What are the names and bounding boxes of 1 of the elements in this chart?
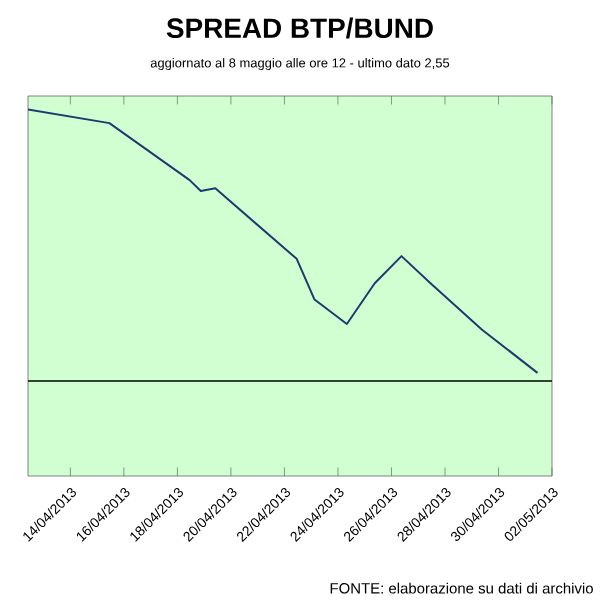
- chart-title: SPREAD BTP/BUND: [166, 17, 433, 39]
